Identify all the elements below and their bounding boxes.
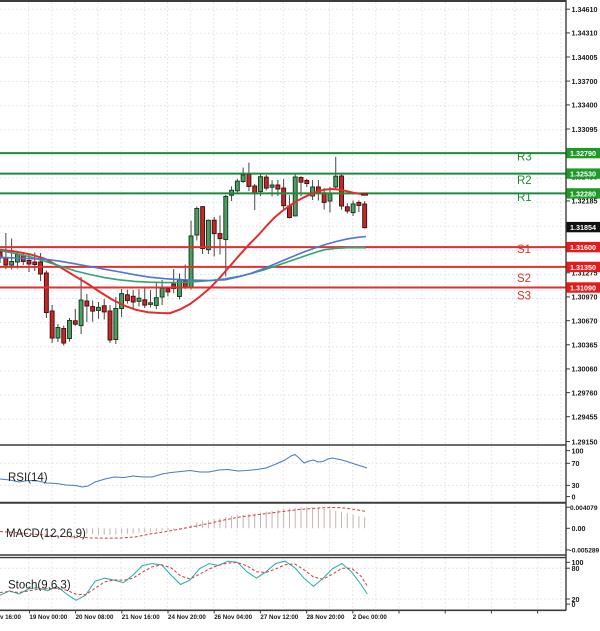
- svg-text:Stoch(9,6,3): Stoch(9,6,3): [8, 580, 71, 592]
- svg-text:-0.005289: -0.005289: [570, 548, 600, 555]
- svg-text:1.30970: 1.30970: [572, 293, 598, 302]
- svg-text:80: 80: [572, 564, 580, 573]
- svg-text:1.34005: 1.34005: [572, 53, 598, 62]
- svg-text:1.32530: 1.32530: [570, 170, 596, 179]
- svg-text:0.00: 0.00: [572, 524, 586, 533]
- svg-text:1.30060: 1.30060: [572, 365, 598, 374]
- svg-text:0.004079: 0.004079: [570, 505, 598, 512]
- svg-text:21 Nov 16:00: 21 Nov 16:00: [122, 614, 160, 621]
- svg-text:R2: R2: [517, 175, 532, 187]
- svg-text:30: 30: [572, 481, 580, 490]
- svg-text:1.31090: 1.31090: [570, 284, 596, 293]
- svg-text:1.33400: 1.33400: [572, 101, 598, 110]
- svg-text:70: 70: [572, 459, 580, 468]
- svg-text:24 Nov 20:00: 24 Nov 20:00: [168, 614, 206, 621]
- svg-text:0: 0: [572, 492, 576, 501]
- svg-text:100: 100: [572, 446, 584, 455]
- svg-text:1.32280: 1.32280: [570, 189, 596, 198]
- svg-text:1.31600: 1.31600: [570, 243, 596, 252]
- svg-text:1.34310: 1.34310: [572, 29, 598, 38]
- svg-text:26 Nov 04:00: 26 Nov 04:00: [214, 614, 252, 621]
- svg-text:1.29760: 1.29760: [572, 388, 598, 397]
- svg-text:27 Nov 12:00: 27 Nov 12:00: [260, 614, 298, 621]
- svg-text:1.31350: 1.31350: [570, 263, 596, 272]
- svg-text:19 Nov 00:00: 19 Nov 00:00: [29, 614, 67, 621]
- svg-text:28 Nov 20:00: 28 Nov 20:00: [307, 614, 345, 621]
- svg-text:1.33095: 1.33095: [572, 125, 598, 134]
- svg-text:R3: R3: [517, 152, 532, 164]
- svg-text:1.34610: 1.34610: [572, 5, 598, 14]
- svg-text:RSI(14): RSI(14): [8, 472, 48, 484]
- svg-text:1.30670: 1.30670: [572, 317, 598, 326]
- svg-text:R1: R1: [517, 192, 532, 204]
- svg-text:18 Nov 16:00: 18 Nov 16:00: [0, 614, 21, 621]
- svg-text:1.32790: 1.32790: [570, 149, 596, 158]
- svg-text:S3: S3: [517, 291, 531, 303]
- svg-text:2 Dec 00:00: 2 Dec 00:00: [353, 614, 388, 621]
- svg-text:20 Nov 08:00: 20 Nov 08:00: [76, 614, 114, 621]
- svg-text:MACD(12,26,9): MACD(12,26,9): [6, 528, 86, 540]
- svg-text:1.31854: 1.31854: [570, 223, 596, 232]
- svg-text:1.29455: 1.29455: [572, 413, 598, 422]
- svg-text:1.33700: 1.33700: [572, 77, 598, 86]
- svg-text:1.29150: 1.29150: [572, 437, 598, 446]
- svg-text:1.30365: 1.30365: [572, 341, 598, 350]
- svg-text:S2: S2: [517, 273, 531, 285]
- svg-text:0: 0: [572, 600, 576, 609]
- svg-text:S1: S1: [517, 244, 531, 256]
